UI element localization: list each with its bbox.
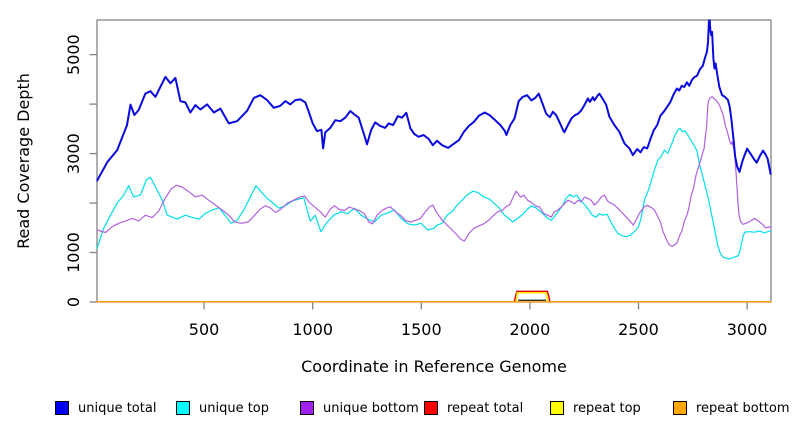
series-repeat-top (96, 292, 772, 303)
x-tick-label: 3000 (727, 320, 768, 339)
x-tick-label: 500 (189, 320, 220, 339)
x-tick-label: 2500 (618, 320, 659, 339)
plot-frame (96, 19, 772, 303)
series-unique-top (96, 127, 772, 260)
series-repeat-total (96, 290, 772, 303)
y-axis-title: Read Coverage Depth (14, 73, 33, 249)
y-tick-label: 1000 (64, 232, 83, 273)
x-tick-label: 1500 (401, 320, 442, 339)
y-tick-label: 0 (64, 297, 83, 307)
y-tick-label: 3000 (64, 133, 83, 174)
y-tick-label: 5000 (64, 34, 83, 75)
series-unique-bottom (96, 96, 772, 247)
x-tick-label: 2000 (510, 320, 551, 339)
series-unique-total (96, 19, 772, 182)
x-tick-label: 1000 (292, 320, 333, 339)
x-axis-title: Coordinate in Reference Genome (301, 357, 567, 376)
